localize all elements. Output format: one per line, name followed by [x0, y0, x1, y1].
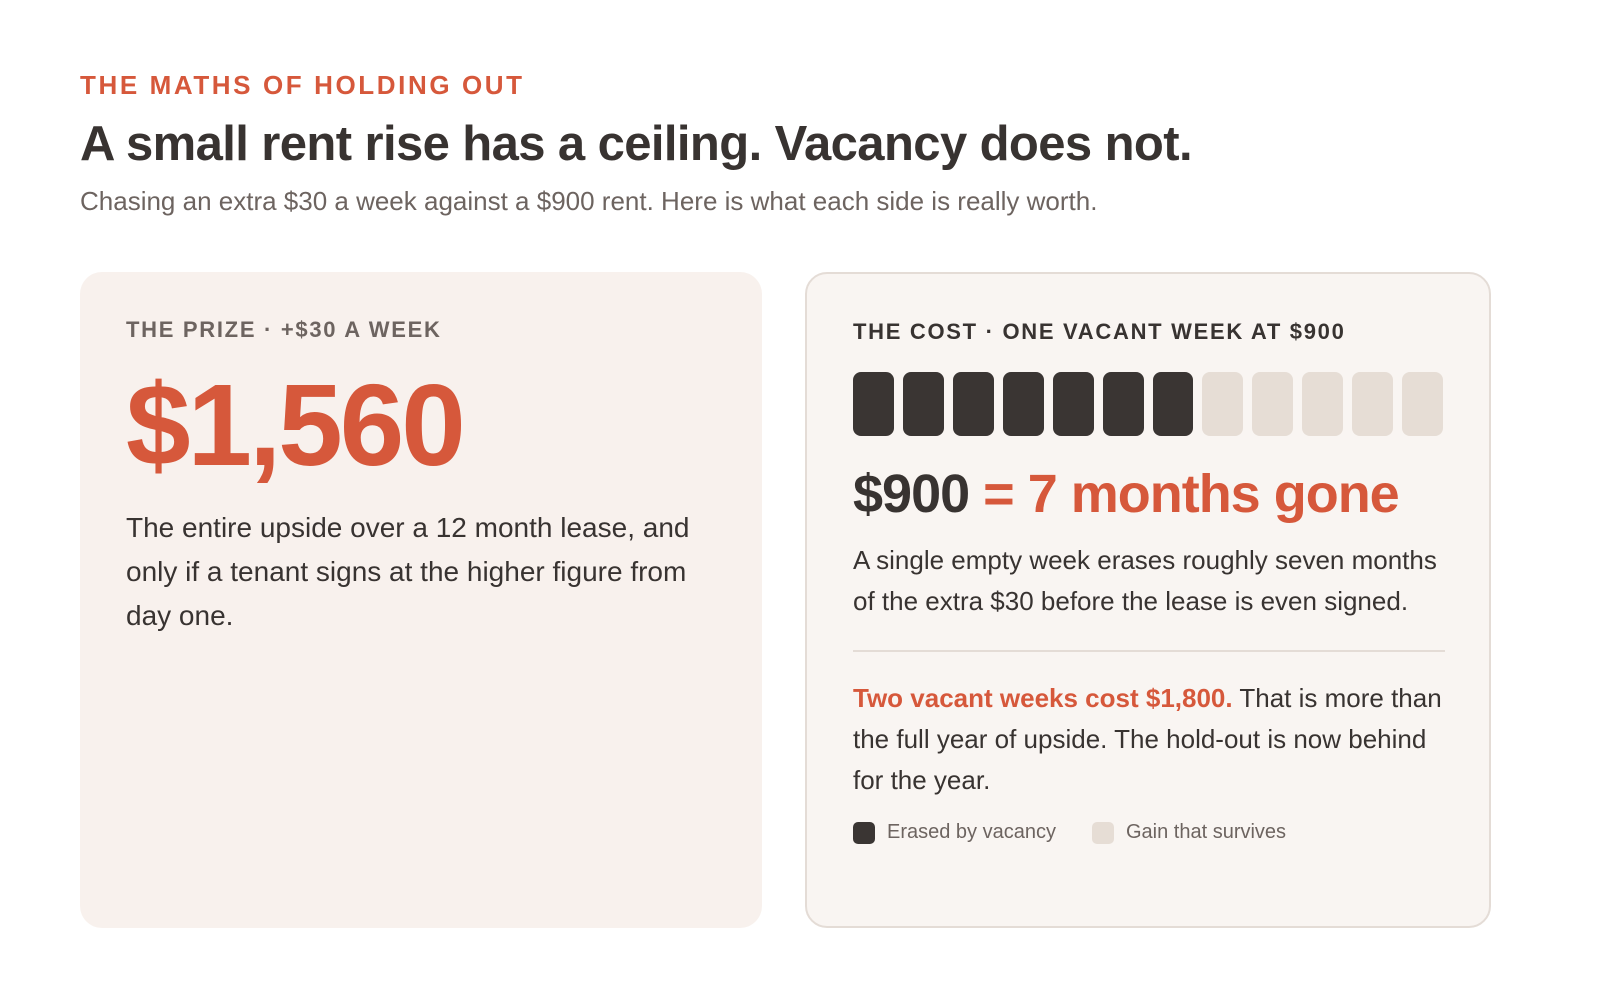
legend-label-erased: Erased by vacancy: [887, 821, 1056, 843]
cost-note-highlight: Two vacant weeks cost $1,800.: [853, 683, 1233, 713]
equation-result: = 7 months gone: [983, 464, 1400, 524]
month-block-surviving: [1252, 372, 1294, 436]
cost-note-text: That is more than the full year of upsid…: [853, 683, 1442, 795]
comparison-cards: THE PRIZE · +$30 A WEEK $1,560 The entir…: [80, 272, 1530, 928]
legend-item-erased: Erased by vacancy: [853, 821, 1056, 844]
month-block-erased: [952, 372, 994, 436]
legend-label-survives: Gain that survives: [1125, 821, 1287, 843]
month-block-erased: [1052, 372, 1094, 436]
prize-amount: $1,560: [126, 360, 466, 490]
month-blocks: [853, 372, 1444, 436]
month-block-erased: [902, 372, 944, 436]
explainer-page: THE MATHS OF HOLDING OUT A small rent ri…: [80, 70, 1530, 928]
month-block-surviving: [1202, 372, 1244, 436]
page-subtitle: Chasing an extra $30 a week against a $9…: [80, 186, 1098, 216]
month-block-erased: [1102, 372, 1144, 436]
legend: Erased by vacancy Gain that survives: [853, 821, 1443, 844]
page-title: A small rent rise has a ceiling. Vacancy…: [80, 117, 1193, 171]
cost-description: A single empty week erases roughly seven…: [853, 545, 1437, 616]
month-block-erased: [1152, 372, 1194, 436]
month-block-surviving: [1302, 372, 1344, 436]
cost-equation: $900 = 7 months gone: [853, 462, 1443, 526]
month-block-surviving: [1402, 372, 1444, 436]
equation-amount: $900: [853, 464, 970, 524]
eyebrow: THE MATHS OF HOLDING OUT: [80, 70, 525, 100]
month-block-erased: [1002, 372, 1044, 436]
cost-card-label: THE COST · ONE VACANT WEEK AT $900: [853, 319, 1346, 344]
month-block-erased: [853, 372, 894, 436]
month-block-surviving: [1352, 372, 1394, 436]
prize-card-label: THE PRIZE · +$30 A WEEK: [126, 317, 442, 342]
prize-card: THE PRIZE · +$30 A WEEK $1,560 The entir…: [80, 272, 762, 928]
legend-swatch-survives: [1091, 821, 1114, 844]
legend-swatch-erased: [853, 821, 875, 844]
prize-description: The entire upside over a 12 month lease,…: [126, 512, 690, 631]
divider: [853, 650, 1445, 652]
legend-item-survives: Gain that survives: [1091, 821, 1287, 844]
cost-note: Two vacant weeks cost $1,800. That is mo…: [853, 678, 1447, 801]
cost-card: THE COST · ONE VACANT WEEK AT $900 $900 …: [805, 272, 1491, 928]
